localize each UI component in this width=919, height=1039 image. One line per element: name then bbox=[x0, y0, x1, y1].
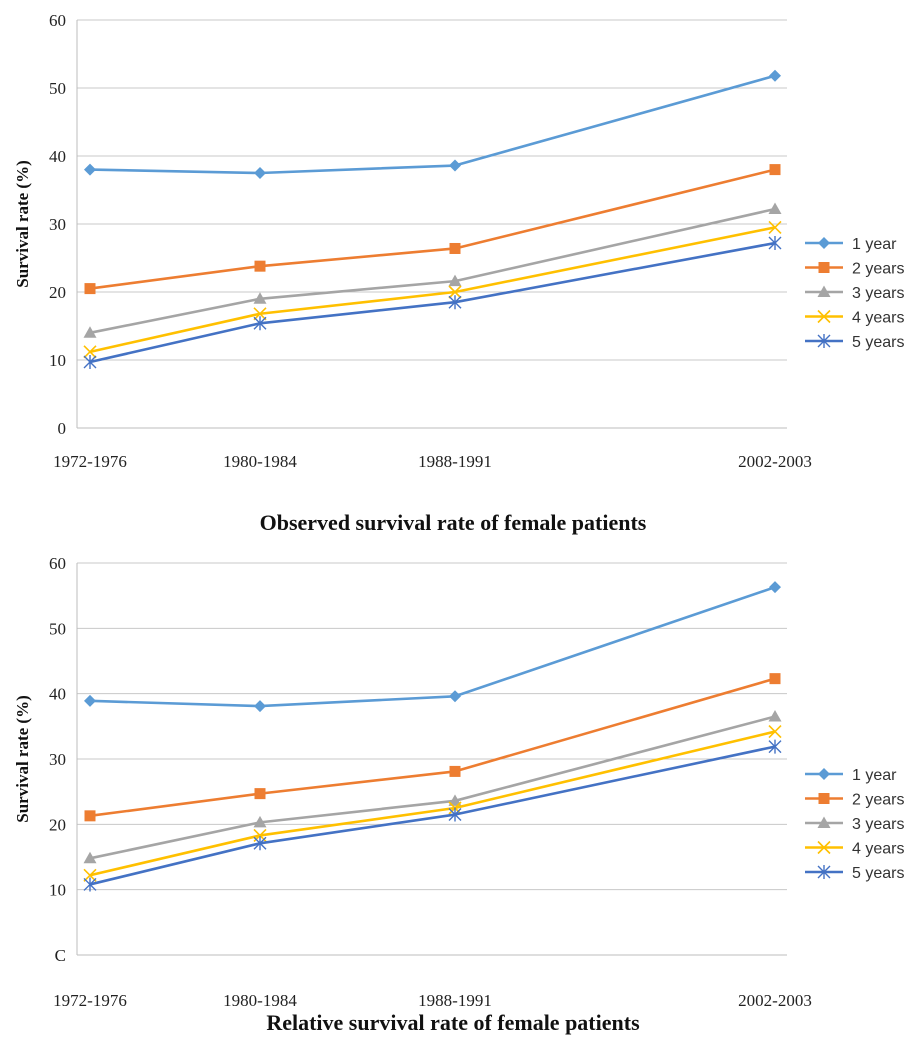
data-point bbox=[253, 815, 267, 828]
data-point bbox=[768, 236, 782, 251]
y-tick-label: 50 bbox=[49, 79, 66, 98]
x-tick-label: 2002-2003 bbox=[738, 452, 812, 471]
data-point bbox=[769, 164, 781, 176]
legend-label: 4 years bbox=[852, 841, 904, 858]
x-tick-label: 2002-2003 bbox=[738, 991, 812, 1010]
y-tick-label: 10 bbox=[49, 881, 66, 900]
y-axis-title: Survival rate (%) bbox=[13, 160, 32, 287]
data-point bbox=[83, 326, 97, 338]
y-tick-label: 20 bbox=[49, 815, 66, 834]
data-point bbox=[83, 345, 97, 359]
legend-label: 3 years bbox=[852, 285, 904, 302]
y-tick-label: 30 bbox=[49, 750, 66, 769]
data-point bbox=[84, 694, 96, 707]
data-point bbox=[83, 877, 97, 892]
data-point bbox=[449, 159, 461, 172]
data-point bbox=[83, 868, 97, 882]
data-point bbox=[768, 739, 782, 754]
series-line bbox=[89, 226, 776, 354]
data-point bbox=[84, 283, 96, 295]
x-tick-label: 1972-1976 bbox=[53, 991, 127, 1010]
series-line bbox=[89, 207, 776, 335]
x-tick-label: 1988-1991 bbox=[418, 991, 492, 1010]
legend-label: 1 year bbox=[852, 236, 897, 253]
y-tick-label: 60 bbox=[49, 554, 66, 573]
y-tick-label: 40 bbox=[49, 147, 66, 166]
data-point bbox=[449, 765, 461, 777]
data-point bbox=[448, 285, 462, 299]
series-line bbox=[89, 241, 776, 364]
legend-label: 3 years bbox=[852, 816, 904, 833]
legend-label: 2 years bbox=[852, 792, 904, 809]
data-point bbox=[768, 710, 782, 722]
data-point bbox=[84, 163, 96, 176]
x-tick-label: 1988-1991 bbox=[418, 452, 492, 471]
legend-label: 5 years bbox=[852, 865, 904, 882]
legend-label: 1 year bbox=[852, 767, 897, 784]
data-point bbox=[768, 724, 782, 739]
data-point bbox=[83, 355, 97, 370]
data-point bbox=[769, 69, 781, 82]
data-point bbox=[448, 274, 462, 287]
data-point bbox=[449, 242, 461, 254]
legend-marker bbox=[817, 816, 831, 828]
series-line bbox=[89, 168, 776, 290]
data-point bbox=[253, 307, 267, 321]
data-point bbox=[769, 673, 781, 685]
legend-marker bbox=[817, 865, 831, 879]
series-line bbox=[89, 677, 776, 818]
series-line bbox=[89, 730, 776, 877]
x-tick-label: 1980-1984 bbox=[223, 991, 297, 1010]
y-tick-label: 30 bbox=[49, 215, 66, 234]
data-point bbox=[254, 260, 266, 272]
series-line bbox=[89, 715, 776, 860]
legend-label: 2 years bbox=[852, 261, 904, 278]
legend-marker bbox=[817, 334, 831, 348]
legend-marker bbox=[818, 793, 830, 804]
legend-marker bbox=[818, 262, 830, 273]
data-point bbox=[448, 295, 462, 310]
y-axis-title: Survival rate (%) bbox=[13, 695, 32, 822]
x-tick-label: 1972-1976 bbox=[53, 452, 127, 471]
y-tick-label: 50 bbox=[49, 619, 66, 638]
y-tick-label: 20 bbox=[49, 283, 66, 302]
data-point bbox=[254, 788, 266, 800]
chart-title: Observed survival rate of female patient… bbox=[260, 510, 647, 535]
data-point bbox=[449, 690, 461, 703]
legend-marker bbox=[818, 237, 830, 249]
data-point bbox=[448, 807, 462, 822]
series-line bbox=[89, 745, 776, 886]
series-line bbox=[89, 585, 776, 708]
data-point bbox=[253, 292, 267, 304]
y-tick-label: 60 bbox=[49, 11, 66, 30]
legend-label: 5 years bbox=[852, 334, 904, 351]
chart-title: Relative survival rate of female patient… bbox=[266, 1010, 640, 1035]
legend-label: 4 years bbox=[852, 310, 904, 327]
data-point bbox=[768, 202, 782, 215]
data-point bbox=[768, 220, 782, 234]
chart-1: 0 10 20 30 40 50 60 1972-1976 1980-1984 1988-1991… bbox=[13, 11, 904, 535]
legend-marker bbox=[817, 840, 831, 855]
data-point bbox=[254, 167, 266, 179]
y-tick-label: C bbox=[55, 946, 66, 965]
data-point bbox=[253, 836, 267, 851]
data-point bbox=[83, 851, 97, 864]
legend-marker bbox=[818, 768, 830, 780]
y-tick-label: 0 bbox=[58, 419, 67, 438]
y-tick-label: 40 bbox=[49, 685, 66, 704]
legend-marker bbox=[817, 285, 831, 297]
series-line bbox=[89, 74, 776, 175]
x-tick-label: 1980-1984 bbox=[223, 452, 297, 471]
data-point bbox=[769, 581, 781, 594]
data-point bbox=[253, 316, 267, 331]
data-point bbox=[84, 810, 96, 822]
data-point bbox=[448, 794, 462, 806]
y-tick-label: 10 bbox=[49, 351, 66, 370]
chart-2: C 10 20 30 40 50 60 1972-1976 1980-1984 1988-1991… bbox=[13, 554, 904, 1035]
legend-marker bbox=[817, 309, 831, 324]
data-point bbox=[254, 700, 266, 713]
